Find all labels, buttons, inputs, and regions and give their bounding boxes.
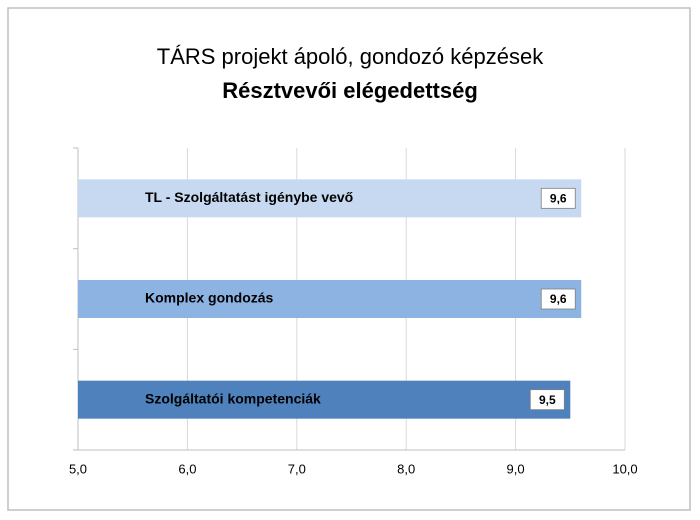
bar [78, 280, 582, 318]
category-label: Szolgáltatói kompetenciák [145, 390, 321, 406]
value-label-box [529, 389, 565, 411]
value-label: 9,5 [539, 393, 556, 407]
x-tick-label: 8,0 [397, 461, 415, 476]
chart-border [7, 7, 691, 511]
chart-title: TÁRS projekt ápoló, gondozó képzések [157, 44, 544, 69]
x-tick-label: 5,0 [69, 461, 87, 476]
x-tick-label: 7,0 [288, 461, 306, 476]
x-tick-label: 9,0 [507, 461, 525, 476]
chart-subtitle: Résztvevői elégedettség [222, 78, 478, 103]
category-label: TL - Szolgáltatást igénybe vevő [145, 189, 353, 205]
x-tick-label: 6,0 [178, 461, 196, 476]
value-label-box [540, 288, 576, 310]
value-label: 9,6 [550, 192, 567, 206]
x-tick-label: 10,0 [612, 461, 637, 476]
category-label: Komplex gondozás [145, 290, 274, 306]
bar [78, 179, 582, 218]
value-label: 9,6 [550, 292, 567, 306]
bar [78, 380, 571, 419]
value-label-box [540, 187, 576, 209]
